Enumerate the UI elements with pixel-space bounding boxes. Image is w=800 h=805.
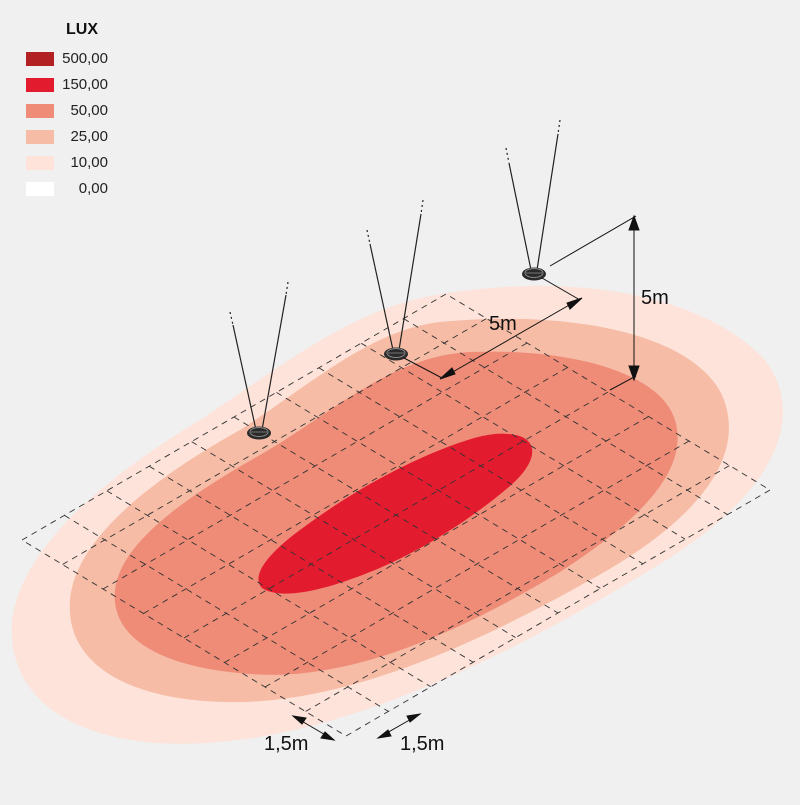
isolux-zone-150 — [258, 433, 533, 594]
suspension-cables-dotted — [229, 119, 561, 326]
grid-line — [62, 318, 487, 565]
grid-line — [360, 342, 686, 540]
grid-line — [276, 392, 601, 589]
legend-label: 10,00 — [70, 154, 108, 171]
grid-spacing-dimensions — [291, 713, 422, 741]
suspension-cables — [232, 133, 559, 431]
legend-swatch-50 — [26, 104, 54, 118]
legend-swatch-0 — [26, 182, 54, 196]
height-dimension — [549, 214, 640, 391]
legend-label: 50,00 — [70, 102, 108, 119]
legend-item: 25,00 — [26, 128, 126, 154]
grid-line — [305, 465, 730, 712]
luminaire-1 — [247, 426, 271, 440]
grid-spacing-label-left: 1,5m — [264, 733, 308, 755]
floor-grid — [62, 318, 730, 712]
grid-line — [183, 391, 609, 639]
lux-legend: LUX 500,00 150,00 50,00 25,00 10,00 0,00 — [26, 20, 126, 206]
grid-line — [264, 440, 690, 688]
grid-line — [106, 490, 432, 688]
legend-label: 25,00 — [70, 128, 108, 145]
legend-swatch-500 — [26, 52, 54, 66]
floor-grid-border — [21, 293, 771, 737]
legend-swatch-150 — [26, 78, 54, 92]
height-dimension-label: 5m — [641, 287, 669, 309]
luminaire-3 — [522, 267, 546, 281]
legend-label: 0,00 — [78, 180, 108, 197]
legend-item: 50,00 — [26, 102, 126, 128]
legend-item: 0,00 — [26, 180, 126, 206]
legend-item: 10,00 — [26, 154, 126, 180]
grid-line — [224, 416, 649, 663]
legend-swatch-25 — [26, 130, 54, 144]
legend-label: 500,00 — [62, 50, 108, 67]
grid-spacing-label-right: 1,5m — [400, 733, 444, 755]
grid-line — [191, 441, 516, 638]
grid-line — [143, 367, 568, 614]
legend-swatch-10 — [26, 156, 54, 170]
luminaire-2 — [384, 347, 408, 361]
spacing-dimension — [403, 277, 583, 380]
legend-title: LUX — [66, 21, 98, 38]
legend-label: 150,00 — [62, 76, 108, 93]
spacing-dimension-label: 5m — [489, 313, 517, 335]
legend-item: 500,00 — [26, 50, 126, 76]
legend-item: 150,00 — [26, 76, 126, 102]
grid-line — [102, 342, 528, 590]
